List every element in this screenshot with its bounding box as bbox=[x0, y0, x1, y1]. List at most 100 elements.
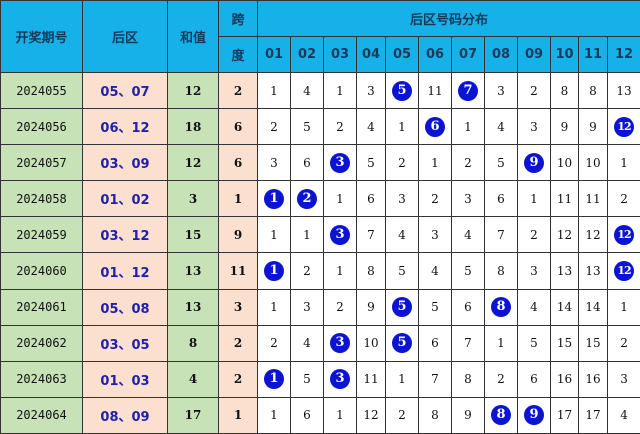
dist-cell: 8 bbox=[578, 71, 608, 110]
dist-cell: 1 bbox=[323, 71, 357, 110]
dist-cell: 4 bbox=[290, 324, 324, 362]
dist-cell: 12 bbox=[606, 216, 640, 254]
dist-cell: 3 bbox=[418, 216, 452, 254]
miss-count: 11 bbox=[427, 83, 443, 98]
dist-cell: 2 bbox=[257, 108, 291, 146]
issue-cell: 2024063 bbox=[0, 360, 83, 398]
span-cell: 6 bbox=[218, 108, 258, 146]
header-col-10: 10 bbox=[550, 36, 579, 73]
dist-cell: 6 bbox=[451, 288, 485, 326]
dist-cell: 1 bbox=[257, 288, 291, 326]
back-cell: 03、05 bbox=[82, 324, 168, 362]
miss-count: 2 bbox=[497, 372, 505, 387]
hit-ball: 3 bbox=[330, 369, 350, 390]
span-cell: 9 bbox=[218, 216, 258, 254]
header-issue: 开奖期号 bbox=[0, 0, 83, 73]
dist-cell: 1 bbox=[385, 108, 419, 146]
dist-cell: 1 bbox=[385, 360, 419, 398]
miss-count: 5 bbox=[398, 264, 406, 279]
miss-count: 4 bbox=[398, 227, 406, 242]
table-row: 2024059 03、12 15 9 1 1 3 7 4 3 4 7 2 12 12 12 bbox=[0, 216, 640, 254]
dist-cell: 1 bbox=[323, 252, 357, 290]
dist-cell: 1 bbox=[257, 252, 291, 290]
back-cell: 05、07 bbox=[82, 71, 168, 110]
dist-cell: 1 bbox=[257, 396, 291, 434]
miss-count: 2 bbox=[620, 191, 628, 206]
miss-count: 12 bbox=[363, 408, 379, 423]
miss-count: 4 bbox=[497, 119, 505, 134]
issue-cell: 2024064 bbox=[0, 396, 83, 434]
dist-cell: 1 bbox=[418, 144, 452, 182]
dist-cell: 13 bbox=[550, 252, 579, 290]
dist-cell: 11 bbox=[356, 360, 386, 398]
dist-cell: 1 bbox=[606, 288, 640, 326]
miss-count: 13 bbox=[616, 83, 632, 98]
dist-cell: 6 bbox=[356, 180, 386, 218]
table-row: 2024062 03、05 8 2 2 4 3 10 5 6 7 1 5 15 15 2 bbox=[0, 324, 640, 362]
miss-count: 3 bbox=[497, 83, 505, 98]
dist-cell: 1 bbox=[257, 216, 291, 254]
miss-count: 4 bbox=[530, 300, 538, 315]
table-row: 2024055 05、07 12 2 1 4 1 3 5 11 7 3 2 8 8 13 bbox=[0, 71, 640, 110]
miss-count: 6 bbox=[497, 191, 505, 206]
dist-cell: 9 bbox=[356, 288, 386, 326]
miss-count: 5 bbox=[431, 300, 439, 315]
miss-count: 1 bbox=[336, 264, 344, 279]
miss-count: 7 bbox=[367, 227, 375, 242]
back-cell: 08、09 bbox=[82, 396, 168, 434]
header-col-07: 07 bbox=[451, 36, 485, 73]
hit-ball: 1 bbox=[264, 261, 284, 282]
dist-cell: 3 bbox=[323, 144, 357, 182]
miss-count: 2 bbox=[530, 227, 538, 242]
dist-cell: 6 bbox=[418, 108, 452, 146]
miss-count: 17 bbox=[585, 408, 601, 423]
miss-count: 11 bbox=[556, 191, 573, 206]
miss-count: 1 bbox=[464, 119, 472, 134]
miss-count: 6 bbox=[530, 372, 538, 387]
miss-count: 1 bbox=[620, 300, 628, 315]
hit-ball: 8 bbox=[491, 405, 511, 426]
dist-cell: 15 bbox=[550, 324, 579, 362]
dist-cell: 7 bbox=[418, 360, 452, 398]
miss-count: 2 bbox=[336, 300, 344, 315]
miss-count: 2 bbox=[303, 264, 311, 279]
hit-ball: 5 bbox=[392, 297, 412, 318]
back-cell: 03、09 bbox=[82, 144, 168, 182]
header-col-02: 02 bbox=[290, 36, 324, 73]
dist-cell: 1 bbox=[323, 180, 357, 218]
dist-cell: 2 bbox=[257, 324, 291, 362]
miss-count: 1 bbox=[270, 408, 278, 423]
dist-cell: 16 bbox=[578, 360, 608, 398]
dist-cell: 8 bbox=[451, 360, 485, 398]
miss-count: 16 bbox=[556, 372, 573, 387]
dist-cell: 2 bbox=[606, 180, 640, 218]
dist-cell: 3 bbox=[517, 108, 551, 146]
dist-cell: 2 bbox=[385, 144, 419, 182]
dist-cell: 5 bbox=[385, 71, 419, 110]
dist-cell: 9 bbox=[578, 108, 608, 146]
miss-count: 9 bbox=[589, 119, 597, 134]
miss-count: 4 bbox=[620, 408, 628, 423]
dist-cell: 3 bbox=[290, 288, 324, 326]
dist-cell: 5 bbox=[290, 108, 324, 146]
miss-count: 3 bbox=[464, 191, 472, 206]
dist-cell: 3 bbox=[606, 360, 640, 398]
issue-cell: 2024060 bbox=[0, 252, 83, 290]
miss-count: 11 bbox=[585, 191, 601, 206]
span-cell: 11 bbox=[218, 252, 258, 290]
miss-count: 8 bbox=[589, 83, 597, 98]
table-row: 2024064 08、09 17 1 1 6 1 12 2 8 9 8 9 17 17 4 bbox=[0, 396, 640, 434]
miss-count: 3 bbox=[367, 83, 375, 98]
span-cell: 1 bbox=[218, 180, 258, 218]
dist-cell: 14 bbox=[550, 288, 579, 326]
dist-cell: 17 bbox=[550, 396, 579, 434]
miss-count: 1 bbox=[270, 300, 278, 315]
miss-count: 15 bbox=[585, 336, 601, 351]
miss-count: 3 bbox=[530, 264, 538, 279]
miss-count: 8 bbox=[497, 264, 505, 279]
miss-count: 9 bbox=[560, 119, 569, 134]
dist-cell: 1 bbox=[606, 144, 640, 182]
miss-count: 4 bbox=[464, 227, 472, 242]
dist-cell: 9 bbox=[550, 108, 579, 146]
miss-count: 13 bbox=[556, 264, 573, 279]
